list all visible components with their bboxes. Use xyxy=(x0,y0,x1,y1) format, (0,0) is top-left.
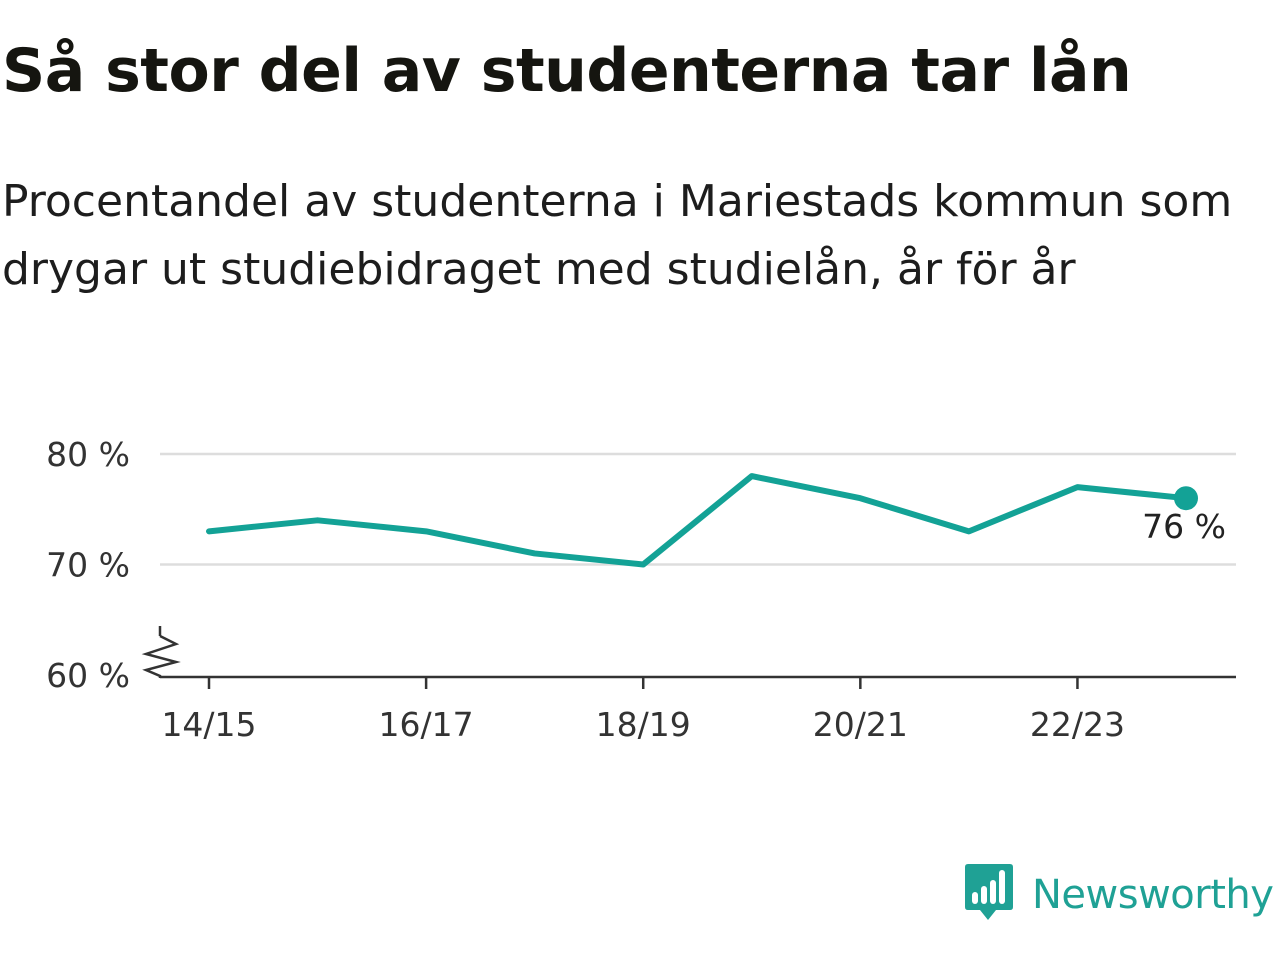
y-tick-label: 60 % xyxy=(46,656,130,695)
end-value-label: 76 % xyxy=(1142,507,1226,546)
y-axis: 60 % 70 % 80 % xyxy=(46,435,181,695)
axis-break-icon xyxy=(141,634,181,678)
y-tick-label: 80 % xyxy=(46,435,130,474)
x-tick-label: 14/15 xyxy=(161,705,256,744)
line-chart: 60 % 70 % 80 % 14/15 16/17 18/19 20/21 22/23 7… xyxy=(46,435,1236,744)
series-group xyxy=(206,473,1198,568)
bar-chart-speech-bubble-icon xyxy=(964,862,1014,927)
y-tick-label: 70 % xyxy=(46,546,130,585)
x-tick-label: 16/17 xyxy=(379,705,474,744)
brand-name: Newsworthy xyxy=(1032,871,1274,918)
gridlines xyxy=(160,452,1236,566)
data-labels: 76 % xyxy=(1142,507,1226,546)
x-axis: 14/15 16/17 18/19 20/21 22/23 xyxy=(160,675,1236,744)
x-tick-label: 22/23 xyxy=(1030,705,1125,744)
x-tick-label: 20/21 xyxy=(813,705,908,744)
newsworthy-logo: Newsworthy xyxy=(964,862,1274,927)
end-point-marker xyxy=(1174,486,1198,511)
chart-title: Så stor del av studenterna tar lån xyxy=(2,36,1132,106)
x-tick-label: 18/19 xyxy=(596,705,691,744)
series-line xyxy=(206,473,1189,568)
chart-subtitle: Procentandel av studenterna i Mariestads… xyxy=(2,176,1233,295)
